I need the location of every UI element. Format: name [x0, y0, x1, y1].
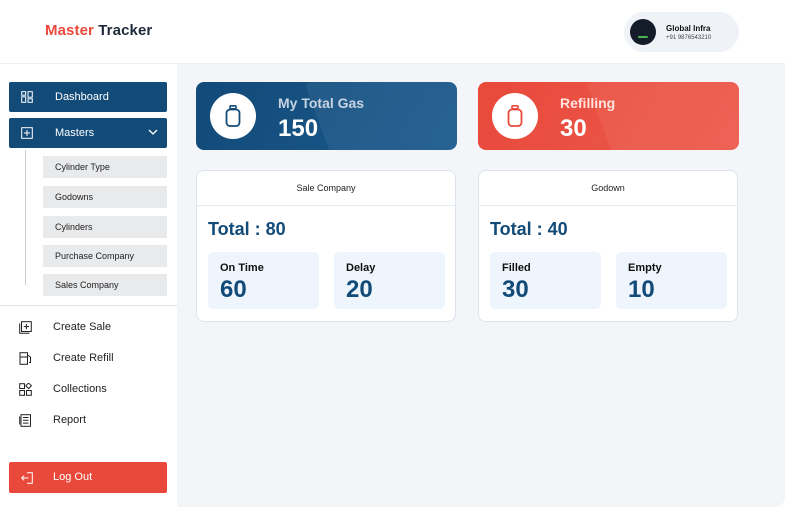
profile-name: Global Infra [666, 24, 711, 33]
card-header: Sale Company [197, 171, 455, 206]
submenu-item-purchase-company[interactable]: Purchase Company [43, 245, 167, 267]
submenu-item-sales-company[interactable]: Sales Company [43, 274, 167, 296]
dashboard-icon [21, 91, 33, 103]
sidebar: Dashboard Masters Cylinder Type Godowns … [0, 64, 177, 507]
sidebar-item-create-refill[interactable]: Create Refill [19, 350, 114, 366]
logout-icon [21, 472, 33, 484]
metric-label: On Time [220, 262, 264, 274]
sidebar-item-label: Dashboard [55, 91, 109, 103]
card-total: Total : 80 [208, 219, 286, 239]
metric-label: Delay [346, 262, 376, 274]
godown-card: Godown Total : 40 Filled 30 Empty 10 [478, 170, 738, 322]
stat-title: Refilling [560, 95, 616, 111]
metric-delay[interactable]: Delay 20 [334, 252, 445, 309]
sidebar-item-collections[interactable]: Collections [19, 381, 107, 397]
sidebar-item-label: Create Sale [53, 321, 112, 333]
cylinder-icon [225, 105, 241, 127]
logout-button[interactable]: Log Out [9, 462, 167, 493]
cylinder-icon-circle [210, 93, 256, 139]
metric-label: Filled [502, 262, 531, 274]
sidebar-item-masters[interactable]: Masters [9, 118, 167, 148]
card-total: Total : 40 [490, 219, 568, 239]
metric-on-time[interactable]: On Time 60 [208, 252, 319, 309]
plus-square-icon [21, 127, 33, 139]
sidebar-item-label: Masters [55, 127, 95, 139]
top-header: Master Tracker Global Infra +91 98765432… [0, 0, 785, 64]
stat-value: 150 [278, 115, 319, 142]
submenu-item-cylinders[interactable]: Cylinders [43, 216, 167, 238]
stat-title: My Total Gas [278, 95, 365, 111]
stat-card-refilling[interactable]: Refilling 30 [478, 82, 739, 150]
submenu-tree-line [25, 150, 26, 285]
logout-label: Log Out [53, 471, 93, 483]
report-icon [19, 413, 31, 427]
metric-filled[interactable]: Filled 30 [490, 252, 601, 309]
app-logo[interactable]: Master Tracker [45, 22, 152, 39]
card-shine [305, 82, 457, 150]
sidebar-divider [0, 305, 177, 306]
sidebar-item-label: Collections [53, 383, 107, 395]
profile-chip[interactable]: Global Infra +91 9876543210 [624, 12, 739, 52]
card-header: Godown [479, 171, 737, 206]
app-title-part2: Tracker [98, 22, 153, 39]
cylinder-icon-circle [492, 93, 538, 139]
create-refill-icon [19, 351, 31, 365]
sidebar-item-label: Create Refill [53, 352, 114, 364]
metric-value: 30 [502, 276, 529, 303]
avatar [630, 19, 656, 45]
main-content: My Total Gas 150 Refilling 30 Sale Compa… [177, 64, 785, 507]
metric-label: Empty [628, 262, 662, 274]
collections-icon [19, 382, 32, 396]
stat-card-total-gas[interactable]: My Total Gas 150 [196, 82, 457, 150]
metric-value: 60 [220, 276, 247, 303]
profile-phone: +91 9876543210 [666, 35, 712, 41]
create-sale-icon [19, 320, 32, 334]
sidebar-item-label: Report [53, 414, 87, 426]
sale-company-card: Sale Company Total : 80 On Time 60 Delay… [196, 170, 456, 322]
metric-value: 20 [346, 276, 373, 303]
sidebar-item-create-sale[interactable]: Create Sale [19, 319, 111, 335]
sidebar-item-dashboard[interactable]: Dashboard [9, 82, 167, 112]
card-shine [587, 82, 739, 150]
metric-value: 10 [628, 276, 655, 303]
submenu-item-cylinder-type[interactable]: Cylinder Type [43, 156, 167, 178]
chevron-down-icon[interactable] [147, 126, 159, 138]
app-title-part1: Master [45, 22, 94, 39]
stat-value: 30 [560, 115, 587, 142]
sidebar-item-report[interactable]: Report [19, 412, 86, 428]
cylinder-icon [507, 105, 523, 127]
metric-empty[interactable]: Empty 10 [616, 252, 727, 309]
submenu-item-godowns[interactable]: Godowns [43, 186, 167, 208]
